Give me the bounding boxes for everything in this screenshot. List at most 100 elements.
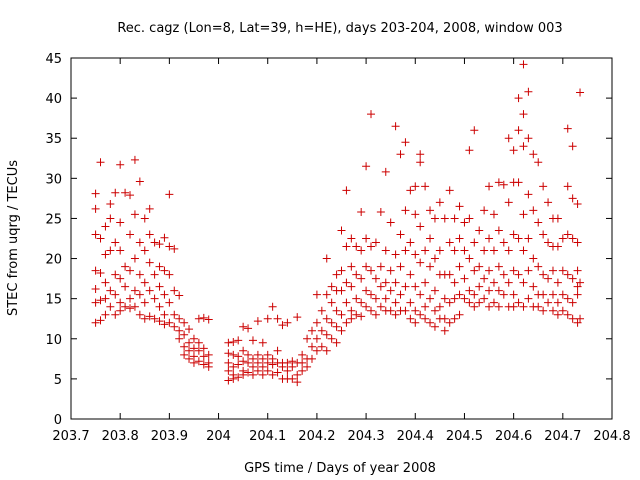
- data-point: [352, 270, 361, 279]
- data-point: [534, 262, 543, 271]
- data-point: [185, 338, 194, 347]
- data-point: [519, 142, 528, 151]
- data-point: [396, 150, 405, 159]
- data-point: [386, 286, 395, 295]
- data-point: [411, 210, 420, 219]
- data-point: [391, 122, 400, 131]
- data-point: [244, 324, 253, 333]
- data-point: [544, 198, 553, 207]
- data-point: [273, 368, 282, 377]
- data-point: [509, 266, 518, 275]
- data-point: [563, 182, 572, 191]
- data-point: [116, 306, 125, 315]
- data-point: [224, 349, 233, 358]
- data-point: [576, 314, 585, 323]
- data-point: [445, 186, 454, 195]
- data-point: [371, 274, 380, 283]
- data-point: [539, 182, 548, 191]
- data-point: [126, 294, 135, 303]
- data-point: [480, 246, 489, 255]
- data-point: [116, 298, 125, 307]
- data-point: [283, 358, 292, 367]
- data-point: [445, 298, 454, 307]
- data-point: [509, 146, 518, 155]
- data-point: [465, 286, 474, 295]
- data-point: [465, 298, 474, 307]
- data-point: [253, 366, 262, 375]
- data-point: [470, 126, 479, 135]
- data-point: [553, 278, 562, 287]
- data-point: [357, 274, 366, 283]
- data-point: [519, 210, 528, 219]
- data-point: [229, 350, 238, 359]
- y-axis: 0 5 10 15 20 25 30 35 40 45: [45, 52, 612, 428]
- data-point: [514, 178, 523, 187]
- data-point: [494, 262, 503, 271]
- data-point: [544, 298, 553, 307]
- data-point: [253, 317, 262, 326]
- data-point: [426, 318, 435, 327]
- data-point: [489, 278, 498, 287]
- data-point: [180, 330, 189, 339]
- data-point: [258, 354, 267, 363]
- data-point: [298, 366, 307, 375]
- data-point: [381, 246, 390, 255]
- data-point: [91, 285, 100, 294]
- data-point: [293, 378, 302, 387]
- x-axis-label: GPS time / Days of year 2008: [244, 461, 436, 476]
- data-point: [514, 234, 523, 243]
- y-tick-label: 30: [45, 172, 62, 187]
- data-point: [258, 362, 267, 371]
- data-point: [322, 290, 331, 299]
- data-point: [91, 318, 100, 327]
- data-point: [455, 290, 464, 299]
- data-point: [273, 314, 282, 323]
- data-point: [524, 294, 533, 303]
- data-point: [519, 110, 528, 119]
- data-point: [450, 214, 459, 223]
- data-point: [248, 354, 257, 363]
- data-point: [563, 270, 572, 279]
- data-point: [111, 238, 120, 247]
- data-point: [421, 302, 430, 311]
- data-point: [576, 88, 585, 97]
- data-point: [357, 246, 366, 255]
- data-point: [430, 286, 439, 295]
- data-point: [130, 302, 139, 311]
- data-point: [130, 286, 139, 295]
- plot-border: [70, 57, 613, 420]
- data-point: [544, 274, 553, 283]
- data-point: [170, 322, 179, 331]
- data-point: [317, 342, 326, 351]
- data-point: [145, 312, 154, 321]
- data-point: [160, 290, 169, 299]
- data-point: [101, 310, 110, 319]
- data-point: [391, 298, 400, 307]
- data-point: [357, 312, 366, 321]
- data-point: [91, 266, 100, 275]
- data-point: [101, 294, 110, 303]
- data-point: [534, 302, 543, 311]
- data-point: [558, 266, 567, 275]
- data-point: [494, 226, 503, 235]
- data-point: [519, 60, 528, 69]
- data-point: [347, 234, 356, 243]
- data-point: [539, 306, 548, 315]
- data-point: [204, 362, 213, 371]
- data-point: [135, 270, 144, 279]
- data-point: [475, 282, 484, 291]
- data-point: [367, 290, 376, 299]
- data-point: [499, 270, 508, 279]
- data-point: [519, 246, 528, 255]
- data-point: [357, 208, 366, 217]
- data-point: [563, 230, 572, 239]
- data-point: [411, 318, 420, 327]
- data-point: [421, 314, 430, 323]
- data-point: [362, 262, 371, 271]
- chart-title: Rec. cagz (Lon=8, Lat=39, h=HE), days 20…: [117, 21, 562, 36]
- data-point: [396, 262, 405, 271]
- data-point: [234, 336, 243, 345]
- data-point: [293, 370, 302, 379]
- data-point: [416, 290, 425, 299]
- data-point: [180, 342, 189, 351]
